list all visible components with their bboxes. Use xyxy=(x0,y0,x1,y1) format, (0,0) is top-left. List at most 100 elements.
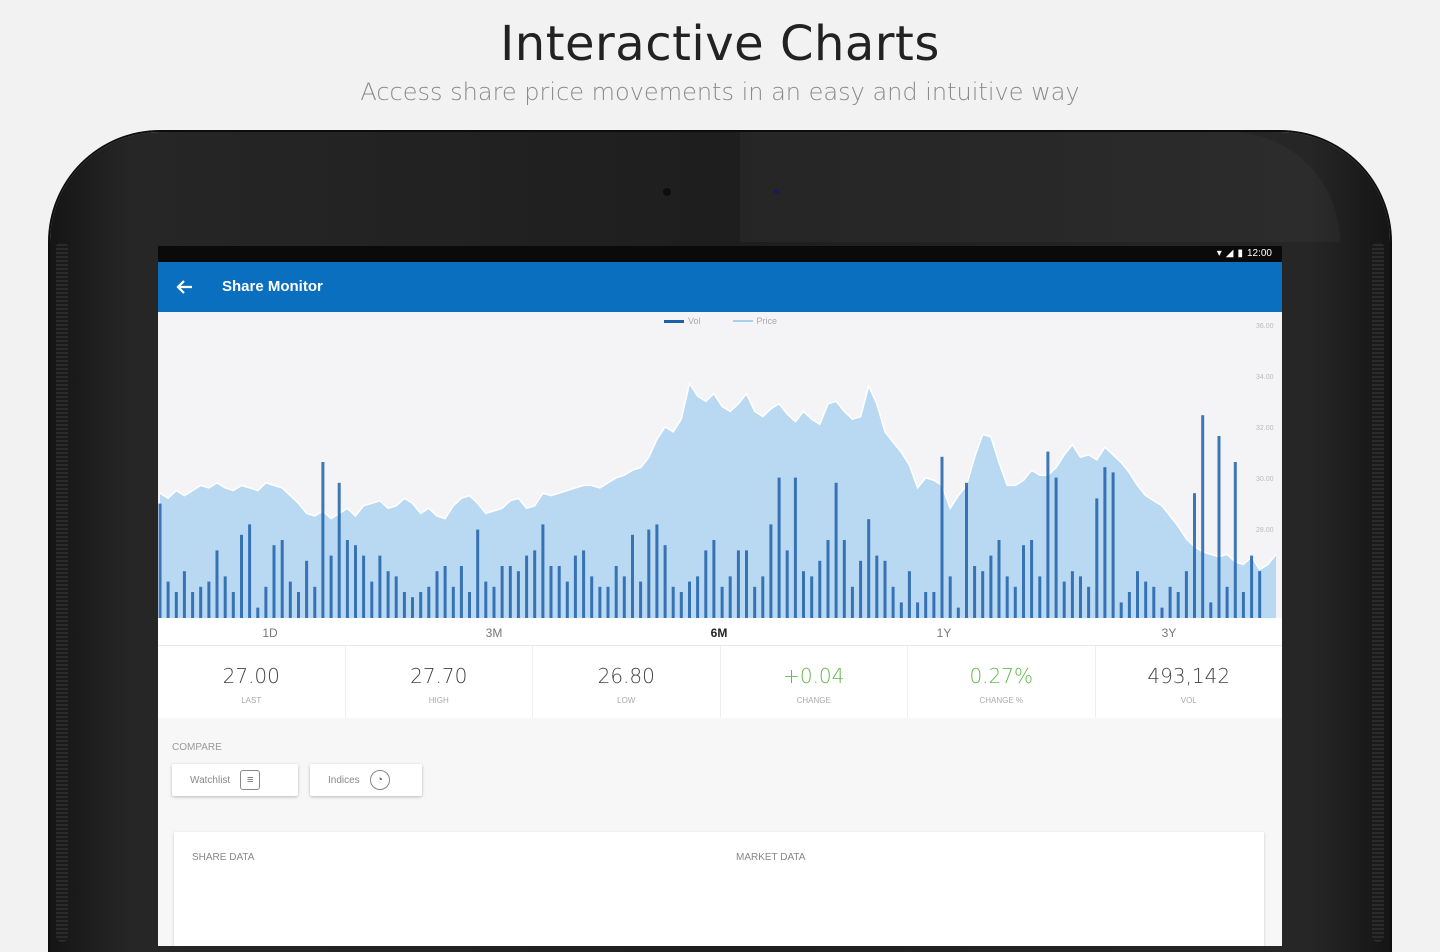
volume-bar xyxy=(1217,436,1221,618)
price-line xyxy=(159,381,1277,571)
watchlist-button[interactable]: Watchlist ≡ xyxy=(172,764,298,796)
volume-bar xyxy=(1005,576,1009,618)
volume-bar xyxy=(1233,462,1237,618)
volume-bar xyxy=(378,555,382,618)
volume-bar xyxy=(1022,545,1025,618)
volume-bar xyxy=(932,592,936,618)
volume-bar xyxy=(622,576,626,618)
volume-bar xyxy=(394,576,398,618)
volume-bar xyxy=(1193,493,1196,618)
volume-bar xyxy=(541,524,545,618)
volume-bar xyxy=(834,482,838,618)
volume-bar xyxy=(1241,592,1245,618)
volume-bar xyxy=(484,581,488,618)
stats-row: 27.00 LAST 27.70 HIGH 26.80 LOW +0.04 CH… xyxy=(158,646,1282,718)
indices-label: Indices xyxy=(328,774,360,786)
signal-icon: ◢ xyxy=(1225,248,1234,259)
right-speaker-grille xyxy=(1372,242,1384,942)
indices-button[interactable]: Indices ◔ xyxy=(310,764,422,796)
volume-bar xyxy=(248,524,252,618)
volume-bar xyxy=(565,581,569,618)
volume-bar xyxy=(1119,602,1123,618)
volume-bar xyxy=(761,576,765,618)
volume-bar xyxy=(280,540,284,618)
range-tab-3y[interactable]: 3Y xyxy=(1161,626,1177,640)
stat-value: +0.04 xyxy=(783,664,845,688)
compare-label: COMPARE xyxy=(172,742,222,753)
volume-bar xyxy=(598,586,602,618)
volume-bar xyxy=(989,555,993,618)
volume-bar xyxy=(508,566,512,618)
volume-bar xyxy=(688,581,691,618)
volume-bar xyxy=(288,581,292,618)
volume-bar xyxy=(1038,576,1042,618)
volume-bar xyxy=(956,607,960,618)
price-area xyxy=(160,383,1276,618)
volume-bar xyxy=(1176,592,1180,618)
volume-bar xyxy=(1152,586,1156,618)
range-tab-3m[interactable]: 3M xyxy=(485,626,503,640)
chart-legend: Vol Price xyxy=(664,316,777,326)
volume-bar xyxy=(492,586,496,618)
volume-bar xyxy=(264,586,268,618)
volume-bar xyxy=(850,586,854,618)
y-tick-label: 36.00 xyxy=(1256,323,1274,330)
volume-bar xyxy=(1160,607,1164,618)
legend-price-label: Price xyxy=(756,316,778,326)
legend-vol: Vol xyxy=(664,316,701,326)
volume-bar xyxy=(679,592,683,618)
volume-bar xyxy=(199,586,203,618)
volume-bar xyxy=(174,592,178,618)
volume-bar xyxy=(818,560,822,618)
back-arrow-icon[interactable] xyxy=(174,272,198,302)
volume-bar xyxy=(753,586,757,618)
volume-bar xyxy=(1168,586,1172,618)
volume-bar xyxy=(614,566,618,618)
volume-bar xyxy=(899,602,903,618)
volume-bar xyxy=(240,534,243,618)
range-tab-1y[interactable]: 1Y xyxy=(936,626,952,640)
stat-label: VOL xyxy=(1180,696,1197,705)
stat-label: CHANGE xyxy=(796,696,831,705)
volume-bar xyxy=(402,592,406,618)
volume-bar xyxy=(997,540,1001,618)
volume-bar xyxy=(1062,581,1066,618)
legend-price: Price xyxy=(732,316,778,326)
volume-bar xyxy=(924,592,928,618)
watchlist-label: Watchlist xyxy=(190,774,231,786)
volume-bar xyxy=(459,566,463,618)
volume-bar xyxy=(875,555,879,618)
share-data-heading: SHARE DATA xyxy=(192,852,255,863)
volume-bar xyxy=(256,607,260,618)
stat-label: LAST xyxy=(241,696,262,705)
volume-bar xyxy=(696,576,700,618)
volume-bar xyxy=(158,503,162,618)
stat-value: 493,142 xyxy=(1147,664,1231,688)
lower-panel: COMPARE Watchlist ≡ Indices ◔ SHARE DATA… xyxy=(158,718,1282,946)
volume-bar xyxy=(419,592,423,618)
volume-bar xyxy=(907,571,911,618)
volume-bar xyxy=(468,592,471,618)
volume-bar xyxy=(1030,540,1034,618)
volume-bar xyxy=(671,586,675,618)
volume-bar xyxy=(1136,571,1139,618)
volume-bar xyxy=(1225,586,1229,618)
volume-bar xyxy=(557,566,561,618)
pie-chart-icon: ◔ xyxy=(369,770,390,790)
volume-bar xyxy=(191,592,195,618)
stat-label: CHANGE % xyxy=(979,696,1024,705)
volume-bar xyxy=(745,550,748,618)
volume-bar xyxy=(590,576,594,618)
range-tab-6m[interactable]: 6M xyxy=(710,626,728,640)
legend-vol-label: Vol xyxy=(688,316,701,326)
range-tab-1d[interactable]: 1D xyxy=(262,626,278,640)
volume-bar xyxy=(443,566,447,618)
volume-bar xyxy=(810,576,814,618)
volume-bar xyxy=(1095,498,1099,618)
stat-change-percent: 0.27% CHANGE % xyxy=(908,646,1096,718)
volume-bar xyxy=(785,550,789,618)
volume-bar xyxy=(362,555,366,618)
left-speaker-grille xyxy=(56,242,68,942)
